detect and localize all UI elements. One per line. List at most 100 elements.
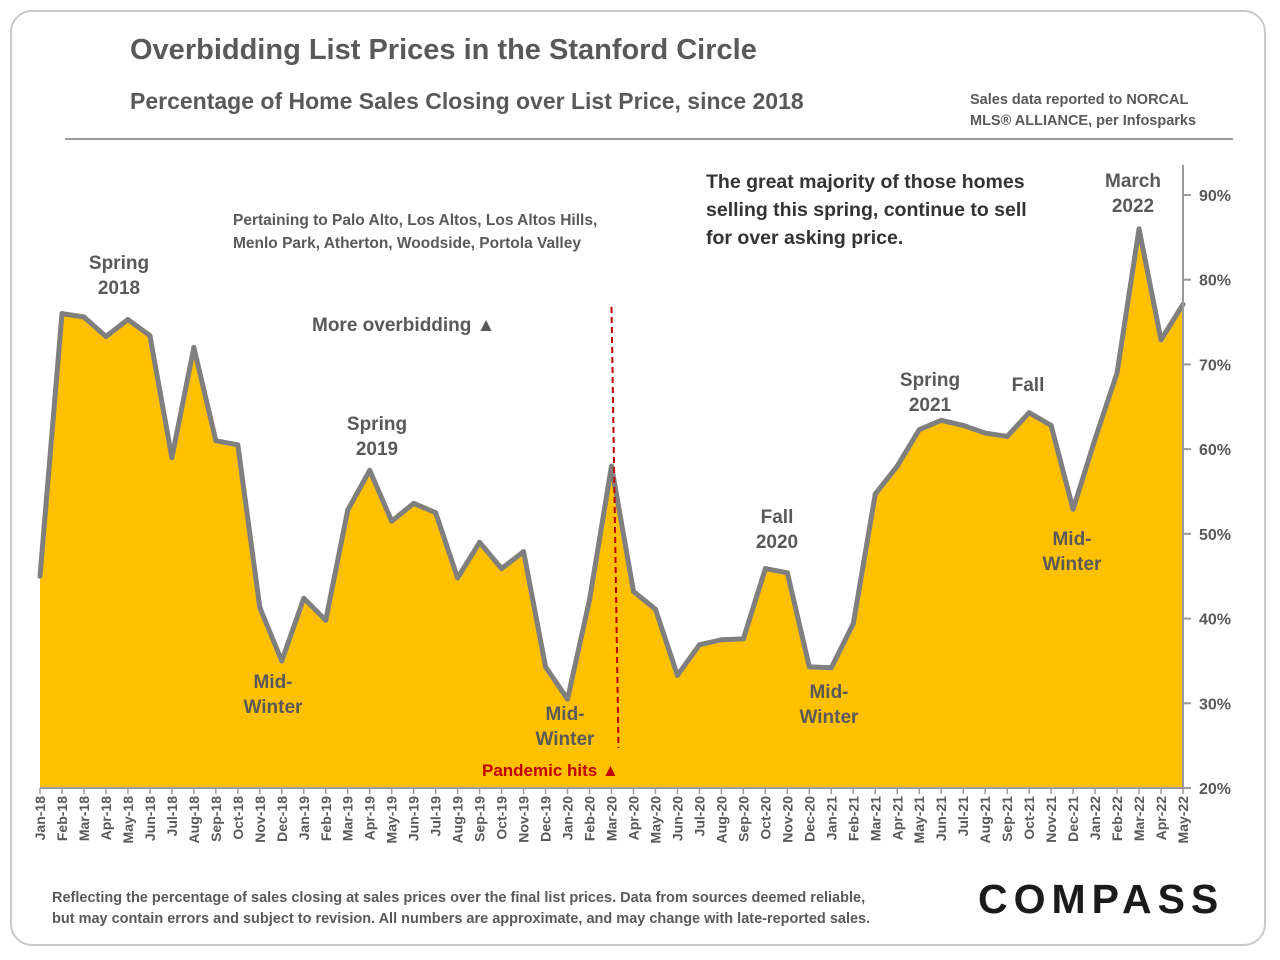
x-tick-label: Oct-20	[757, 796, 773, 840]
footnote: Reflecting the percentage of sales closi…	[52, 888, 952, 930]
x-tick-label: Aug-20	[713, 796, 729, 844]
annotation-spring-2021: Spring 2021	[900, 370, 960, 416]
x-tick-label: Feb-21	[845, 796, 861, 841]
annotation-mid-winter: Mid-Winter	[244, 672, 304, 718]
x-tick-label: Jan-18	[32, 796, 48, 841]
data-point-Nov-18	[257, 605, 263, 611]
x-tick-label: May-19	[384, 796, 400, 844]
footnote-line-2: but may contain errors and subject to re…	[52, 911, 871, 927]
x-tick-label: Jan-20	[560, 796, 576, 841]
annotation-fall-2020: Fall 2020	[756, 507, 798, 553]
data-point-Mar-19	[345, 507, 351, 513]
chart-title: Overbidding List Prices in the Stanford …	[130, 34, 757, 66]
data-point-Mar-21	[872, 491, 878, 497]
compass-logo: COMPASS	[978, 876, 1225, 922]
x-tick-label: Jun-18	[142, 796, 158, 841]
x-tick-label: Mar-20	[604, 796, 620, 841]
data-point-Apr-19	[367, 467, 373, 473]
data-point-Jun-21	[938, 417, 944, 423]
y-tick-label: 70%	[1199, 357, 1231, 374]
x-tick-label: Mar-18	[76, 796, 92, 841]
x-tick-label: Jul-21	[955, 796, 971, 837]
source-line-2: MLS® ALLIANCE, per Infosparks	[970, 113, 1197, 129]
annotation-spring-2019: Spring 2019	[347, 414, 407, 460]
data-point-Dec-18	[279, 658, 285, 664]
data-point-Mar-18	[81, 314, 87, 320]
data-point-Apr-21	[894, 463, 900, 469]
data-point-Feb-21	[850, 621, 856, 627]
y-tick-label: 90%	[1199, 188, 1231, 205]
data-point-Sep-19	[477, 539, 483, 545]
data-points	[37, 226, 1186, 702]
data-point-Feb-18	[59, 311, 65, 317]
data-point-Jun-19	[411, 500, 417, 506]
x-tick-label: Apr-18	[98, 796, 114, 841]
data-point-Sep-20	[740, 636, 746, 642]
y-tick-label: 80%	[1199, 273, 1231, 290]
x-tick-label: Sep-21	[999, 796, 1015, 842]
x-tick-label: Jan-21	[823, 796, 839, 841]
data-point-Sep-21	[1004, 433, 1010, 439]
data-point-Aug-21	[982, 430, 988, 436]
x-tick-label: Jul-19	[428, 796, 444, 837]
x-tick-label: Dec-18	[274, 796, 290, 842]
x-tick-label: Feb-19	[318, 796, 334, 841]
area-fill	[40, 228, 1183, 788]
data-point-Nov-19	[521, 549, 527, 555]
x-tick-label: May-20	[648, 796, 664, 844]
data-point-Oct-18	[235, 442, 241, 448]
annotation-mid-winter: Mid-Winter	[536, 704, 596, 750]
y-tick-label: 40%	[1199, 612, 1231, 629]
x-tick-label: Dec-21	[1065, 796, 1081, 842]
x-tick-label: Apr-21	[889, 796, 905, 841]
x-tick-label: Jul-18	[164, 796, 180, 837]
annotation-pandemic: Pandemic hits ▲	[482, 761, 619, 780]
data-point-May-19	[389, 518, 395, 524]
x-tick-label: Feb-22	[1109, 796, 1125, 841]
data-point-Dec-20	[806, 664, 812, 670]
data-point-May-21	[916, 427, 922, 433]
annotation-spring-2018: Spring 2018	[89, 253, 149, 299]
annotation-mid-winter: Mid-Winter	[800, 682, 860, 728]
x-tick-label: Mar-22	[1131, 796, 1147, 841]
x-tick-label: Aug-19	[450, 796, 466, 844]
data-point-Feb-19	[323, 617, 329, 623]
x-tick-label: Oct-19	[494, 796, 510, 840]
data-point-Nov-20	[784, 570, 790, 576]
annotation-callout: The great majority of those homes selling…	[706, 171, 1027, 249]
x-tick-label: Mar-19	[340, 796, 356, 841]
data-point-Apr-22	[1158, 337, 1164, 343]
annotation-march-2022: March 2022	[1105, 171, 1161, 217]
data-point-Aug-18	[191, 344, 197, 350]
x-tick-label: Jun-21	[933, 796, 949, 841]
chart-subtitle: Percentage of Home Sales Closing over Li…	[130, 88, 804, 114]
y-tick-label: 60%	[1199, 442, 1231, 459]
x-tick-label: Jan-22	[1087, 796, 1103, 841]
data-point-Sep-18	[213, 438, 219, 444]
x-tick-label: Nov-21	[1043, 796, 1059, 843]
data-point-Jul-19	[433, 510, 439, 516]
x-tick-label: Jun-20	[669, 796, 685, 841]
data-point-Feb-20	[587, 597, 593, 603]
annotation-fall: Fall	[1012, 375, 1045, 396]
data-point-Dec-21	[1070, 506, 1076, 512]
data-point-Jan-18	[37, 573, 43, 579]
data-point-May-20	[652, 606, 658, 612]
data-point-Jan-20	[565, 696, 571, 702]
x-tick-label: May-21	[911, 796, 927, 844]
data-point-Oct-21	[1026, 410, 1032, 416]
data-point-Aug-20	[718, 637, 724, 643]
pandemic-marker-line	[610, 306, 620, 749]
data-point-Jan-21	[828, 665, 834, 671]
data-point-Jul-18	[169, 455, 175, 461]
x-tick-label: May-22	[1175, 796, 1191, 844]
data-point-Jul-20	[696, 642, 702, 648]
x-tick-label: Nov-18	[252, 796, 268, 843]
x-tick-label: Apr-22	[1153, 796, 1169, 841]
x-tick-label: Dec-19	[538, 796, 554, 842]
x-tick-label: Apr-20	[626, 796, 642, 841]
x-tick-label: Sep-18	[208, 796, 224, 842]
x-tick-label: Feb-18	[54, 796, 70, 841]
data-point-Jan-19	[301, 595, 307, 601]
